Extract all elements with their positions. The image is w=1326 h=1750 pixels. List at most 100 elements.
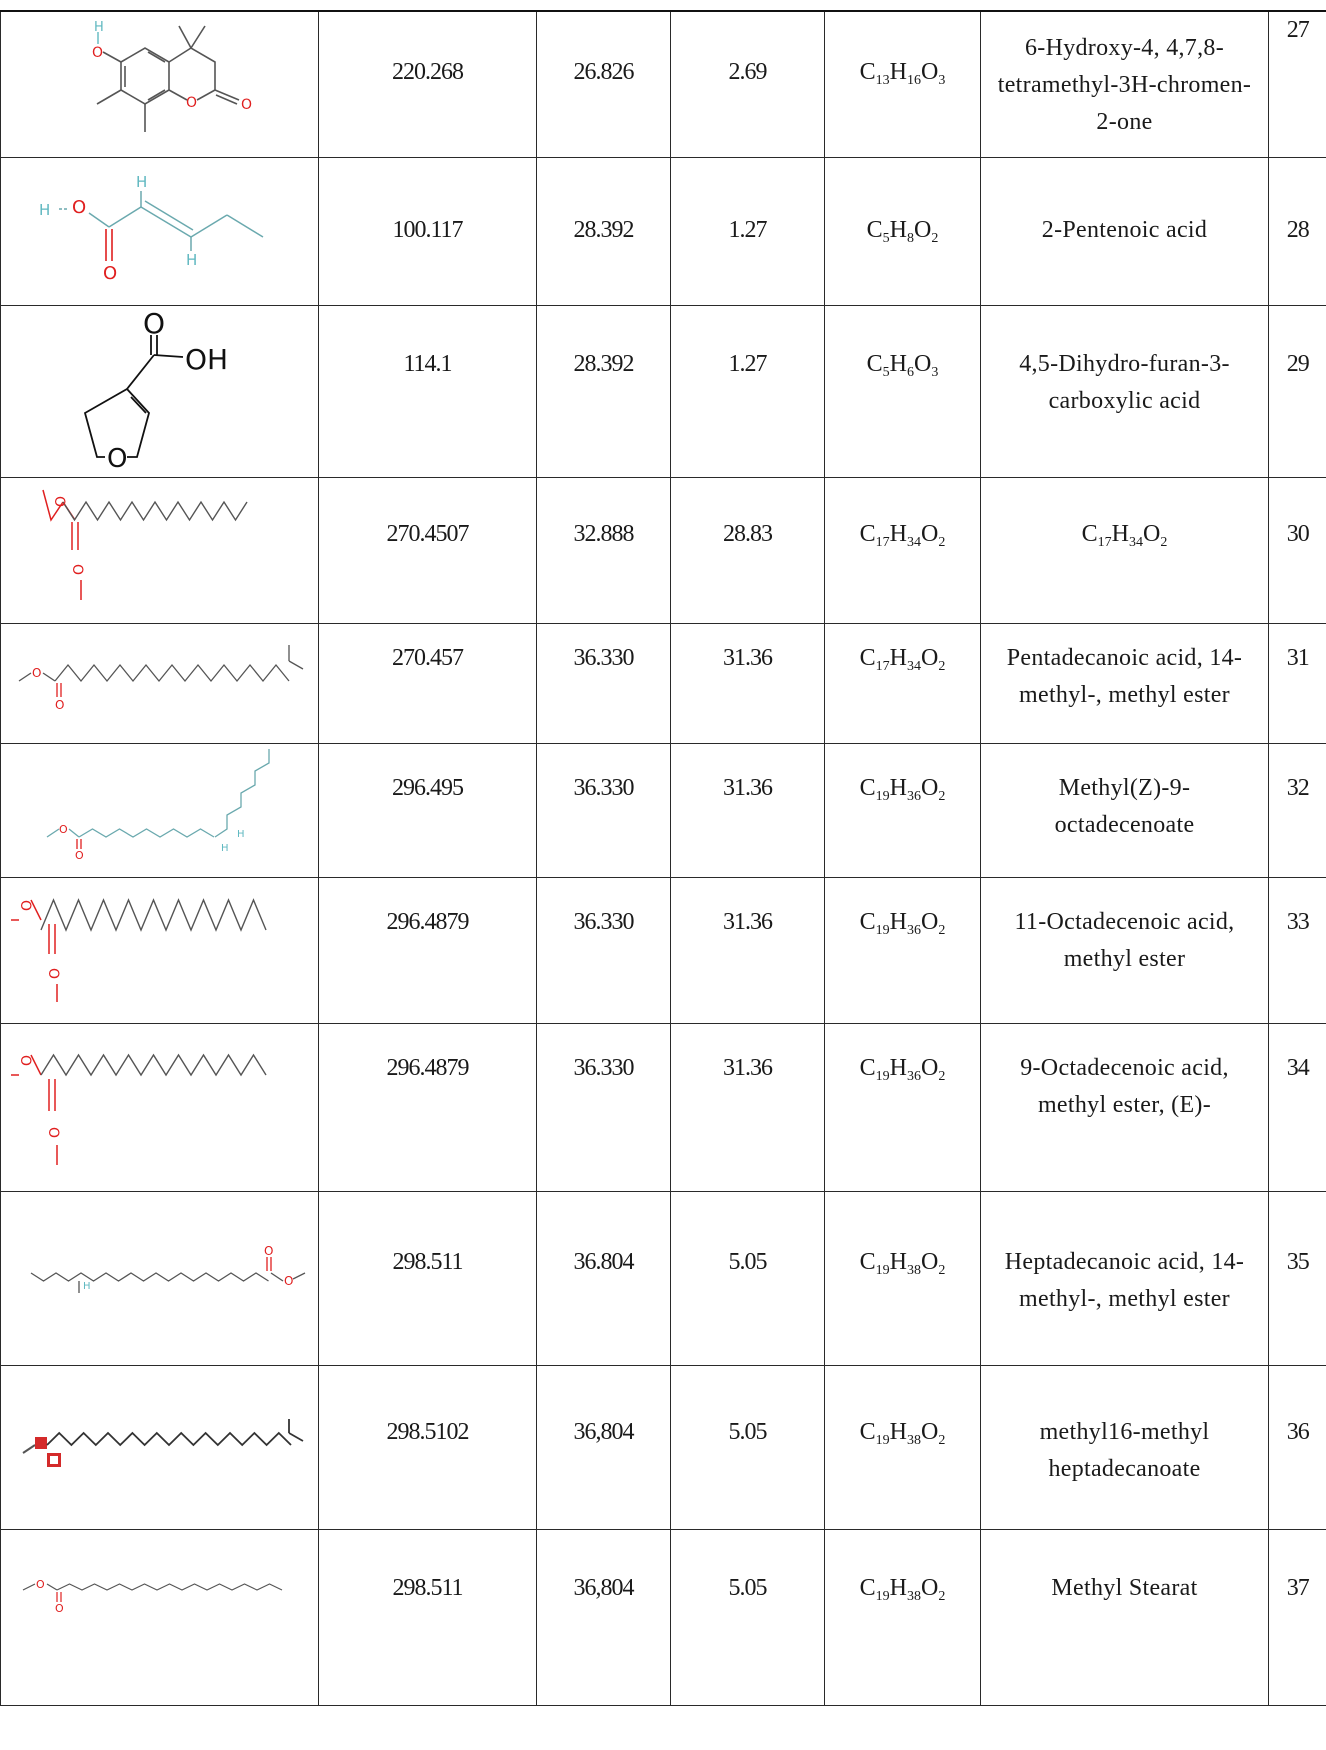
compound-name: Methyl(Z)-9-octadecenoate xyxy=(980,742,1269,878)
formula-count: 3 xyxy=(931,364,939,380)
retention-time: 32.888 xyxy=(536,476,671,624)
retention-time: 36,804 xyxy=(536,1528,671,1706)
atom-label: O xyxy=(75,849,84,862)
atom-label: O xyxy=(103,263,117,284)
retention-time: 36,804 xyxy=(536,1364,671,1530)
formula-element: C xyxy=(859,908,876,935)
molecular-formula: C19H36O2 xyxy=(824,876,981,1024)
formula-count: 16 xyxy=(907,73,921,88)
atom-label: H xyxy=(186,251,197,269)
atom-label: H xyxy=(237,829,245,840)
peak-area: 31.36 xyxy=(670,742,825,878)
table-row: H O O 298.511 36.804 5.05 C19H38O2 Hepta… xyxy=(0,1190,1326,1366)
formula-count: 19 xyxy=(875,1068,890,1084)
retention-time: 36.804 xyxy=(536,1190,671,1366)
compound-name: 11-Octadecenoic acid, methyl ester xyxy=(980,876,1269,1024)
formula-element: H xyxy=(889,1418,907,1445)
formula-count: 19 xyxy=(875,922,890,938)
formula-count: 38 xyxy=(907,1262,921,1278)
formula-count: 34 xyxy=(1129,534,1143,550)
formula-element: C xyxy=(859,1054,876,1081)
atom-label: O xyxy=(45,1127,61,1138)
chemical-structure-29: O OH O xyxy=(83,307,228,474)
peak-area: 31.36 xyxy=(670,876,825,1024)
formula-count: 17 xyxy=(1097,534,1112,550)
atom-label: O xyxy=(72,197,86,218)
atom-label: O xyxy=(36,1578,45,1591)
formula-element: O xyxy=(921,908,939,935)
molecular-weight: 270.4507 xyxy=(318,476,537,624)
formula-count: 2 xyxy=(938,1432,946,1448)
formula-element: C xyxy=(859,59,876,85)
atom-label: H xyxy=(136,173,147,191)
structure-cell: O O xyxy=(0,1022,319,1192)
chemical-structure-37: O O xyxy=(22,1578,283,1615)
formula-count: 36 xyxy=(907,788,921,804)
formula-element: H xyxy=(889,908,907,935)
formula-element: O xyxy=(914,216,932,243)
atom-label: O xyxy=(55,698,64,712)
table-row: H O O O 220.268 26.826 2.69 C13H16O3 6-H… xyxy=(0,10,1326,158)
compound-name: 2-Pentenoic acid xyxy=(980,156,1269,306)
formula-element: C xyxy=(866,216,883,243)
table-row: O O 296.4879 36.330 31.36 C19H36O2 11-Oc… xyxy=(0,876,1326,1024)
compound-number: 30 xyxy=(1268,476,1326,624)
molecular-weight: 296.495 xyxy=(318,742,537,878)
formula-element: C xyxy=(859,1574,876,1601)
formula-count: 2 xyxy=(938,1068,946,1084)
formula-count: 2 xyxy=(931,230,939,246)
table-row: O O 296.4879 36.330 31.36 C19H36O2 9-Oct… xyxy=(0,1022,1326,1192)
formula-element: O xyxy=(914,350,932,377)
molecular-weight: 298.5102 xyxy=(318,1364,537,1530)
formula-element: C xyxy=(859,644,876,671)
molecular-weight: 298.511 xyxy=(318,1528,537,1706)
atom-label: O xyxy=(59,823,68,836)
atom-label: H xyxy=(39,201,50,219)
peak-area: 1.27 xyxy=(670,304,825,478)
atom-label: O xyxy=(17,1055,33,1066)
structure-cell: O O H H xyxy=(0,742,319,878)
molecular-weight: 296.4879 xyxy=(318,1022,537,1192)
structure-cell: H O O O xyxy=(0,10,319,158)
atom-label: H xyxy=(83,1281,91,1292)
peak-area: 31.36 xyxy=(670,1022,825,1192)
peak-area: 5.05 xyxy=(670,1364,825,1530)
structure-cell: O O xyxy=(0,876,319,1024)
formula-count: 38 xyxy=(907,1588,921,1604)
formula-element: H xyxy=(889,774,907,801)
molecular-formula: C19H38O2 xyxy=(824,1190,981,1366)
molecular-formula: C13H16O3 xyxy=(824,10,981,158)
molecular-weight: 298.511 xyxy=(318,1190,537,1366)
formula-element: H xyxy=(889,216,907,243)
compound-number: 37 xyxy=(1268,1528,1326,1706)
chemical-structure-34: O O xyxy=(11,1053,267,1165)
compound-number: 35 xyxy=(1268,1190,1326,1366)
compound-table: H O O O 220.268 26.826 2.69 C13H16O3 6-H… xyxy=(0,10,1326,1706)
formula-count: 6 xyxy=(907,364,914,380)
compound-number: 29 xyxy=(1268,304,1326,478)
structure-cell: O OH O xyxy=(0,304,319,478)
formula-count: 3 xyxy=(938,73,946,88)
formula-count: 2 xyxy=(938,534,946,550)
formula-element: H xyxy=(889,59,907,85)
retention-time: 36.330 xyxy=(536,1022,671,1192)
molecular-formula: C5H8O2 xyxy=(824,156,981,306)
compound-name: Methyl Stearat xyxy=(980,1528,1269,1706)
retention-time: 28.392 xyxy=(536,304,671,478)
atom-label: O xyxy=(241,97,252,113)
formula-element: O xyxy=(921,1418,939,1445)
compound-number: 36 xyxy=(1268,1364,1326,1530)
molecular-formula: C17H34O2 xyxy=(824,622,981,744)
formula-element: O xyxy=(921,1248,939,1275)
structure-cell: O O xyxy=(0,476,319,624)
chemical-structure-35: H O O xyxy=(30,1244,306,1293)
structure-cell: H O O xyxy=(0,1190,319,1366)
formula-element: C xyxy=(859,774,876,801)
molecular-weight: 100.117 xyxy=(318,156,537,306)
formula-count: 36 xyxy=(907,922,921,938)
formula-count: 19 xyxy=(875,1588,890,1604)
structure-cell: O O xyxy=(0,622,319,744)
formula-count: 17 xyxy=(875,658,890,674)
formula-element: C xyxy=(859,1418,876,1445)
table-row: O O 270.4507 32.888 28.83 C17H34O2 C17H3… xyxy=(0,476,1326,624)
